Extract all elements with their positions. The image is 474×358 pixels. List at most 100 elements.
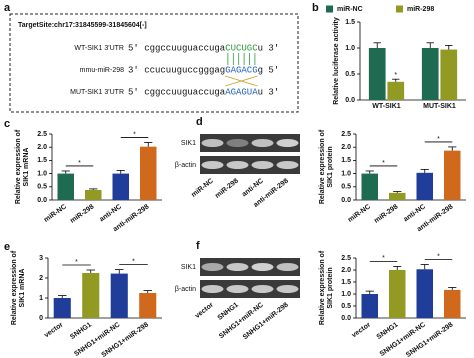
bar	[140, 146, 157, 200]
bar	[110, 273, 128, 318]
panel-label: d	[196, 116, 203, 128]
sequence-end: 5'	[268, 65, 279, 75]
panel-label: c	[4, 118, 10, 130]
lane-label: SNHG1	[217, 301, 240, 321]
bar	[85, 189, 102, 200]
panel-label: f	[196, 240, 200, 252]
panel-label: e	[4, 241, 10, 253]
lane-label: miR-298	[214, 177, 240, 199]
x-tick-label: MUT-SIK1	[423, 103, 456, 110]
y-axis-label: Relative expression of	[11, 250, 18, 325]
band-label: β-actin	[175, 162, 196, 169]
y-tick-label: 0.0	[37, 197, 47, 204]
y-tick-label: 1.5	[341, 279, 351, 286]
y-tick-label: 0	[39, 315, 43, 322]
y-tick-label: 1.5	[341, 157, 351, 164]
y-tick-label: 0.5	[341, 303, 351, 310]
y-tick-label: 3	[39, 255, 43, 262]
y-axis-label: SIK1 protein	[327, 267, 334, 308]
y-tick-label: 1.0	[37, 170, 47, 177]
sequence-title: TargetSite:chr17:31845599-31845604[-]	[18, 22, 147, 29]
y-tick-label: 0.0	[341, 315, 351, 322]
band	[201, 161, 224, 169]
bar	[387, 81, 405, 100]
significance-label: *	[133, 131, 136, 138]
seed-site: GAGACG	[225, 65, 257, 75]
band	[251, 263, 274, 271]
y-axis-label: Relative luciferase activity	[333, 17, 340, 105]
panel-label: a	[4, 2, 11, 14]
y-axis-label: Relative expression of	[15, 129, 22, 204]
bar	[389, 270, 406, 318]
y-axis-label: SIK1 mRNA	[23, 148, 30, 187]
x-tick-label: vector	[351, 321, 372, 339]
band-label: SIK1	[181, 264, 196, 271]
x-tick-label: miR-298	[373, 203, 399, 224]
bar	[57, 173, 74, 200]
y-tick-label: 2.5	[341, 131, 351, 138]
bar	[53, 298, 71, 318]
sequence: g	[258, 65, 263, 75]
significance-label: *	[78, 160, 81, 167]
band-label: SIK1	[181, 140, 196, 147]
significance-label: *	[382, 160, 385, 167]
sequence: u	[258, 43, 263, 53]
y-axis-label: SIK1 mRNA	[19, 269, 26, 308]
band	[226, 285, 249, 293]
band-label: β-actin	[175, 286, 196, 293]
band	[276, 263, 299, 271]
significance-label: *	[394, 72, 397, 79]
y-tick-label: 0.0	[345, 97, 355, 104]
significance-label: *	[437, 136, 440, 143]
band	[201, 139, 224, 147]
y-axis-label: Relative expression of	[319, 250, 326, 325]
bar	[444, 150, 461, 200]
band	[276, 285, 299, 293]
blot-strip	[200, 156, 300, 174]
y-tick-label: 0.0	[341, 197, 351, 204]
seed-site: AGAGUA	[225, 87, 258, 97]
lane-label: vector	[194, 301, 215, 320]
x-tick-label: anti-NC	[99, 203, 123, 223]
sequence-end: 3'	[268, 87, 279, 97]
panel-label: b	[312, 2, 319, 14]
seed-site: CUCUGC	[225, 43, 258, 53]
band	[251, 285, 274, 293]
y-tick-label: 1.5	[37, 157, 47, 164]
sequence-end: 5'	[128, 87, 139, 97]
x-tick-label: vector	[43, 321, 64, 339]
y-tick-label: 1.0	[345, 45, 355, 52]
bar	[444, 289, 461, 318]
sequence: cggccuuguaccuga	[144, 43, 226, 53]
y-tick-label: 2.5	[341, 255, 351, 262]
legend-swatch	[396, 5, 403, 13]
blot-strip	[200, 134, 300, 152]
sequence: ccucuuguccgggag	[144, 65, 225, 75]
y-tick-label: 2.0	[341, 267, 351, 274]
lane-label: SNHG1+miR-NC	[218, 302, 265, 341]
lane-label: anti-NC	[241, 178, 265, 199]
significance-label: *	[75, 259, 78, 266]
band	[226, 139, 249, 147]
bar	[361, 294, 378, 318]
y-tick-label: 0.5	[37, 184, 47, 191]
sequence-box	[9, 13, 299, 113]
blot-strip	[200, 280, 300, 298]
x-tick-label: miR-NC	[43, 203, 68, 223]
band	[226, 263, 249, 271]
x-tick-label: SNHG1+miR-298	[405, 321, 455, 358]
sequence-name: WT-SIK1 3'UTR	[74, 45, 124, 52]
y-tick-label: 1.5	[345, 19, 355, 26]
y-tick-label: 2	[39, 275, 43, 282]
band	[201, 263, 224, 271]
lane-label: SNHG1+miR-298	[242, 301, 290, 341]
sequence: u	[258, 87, 263, 97]
x-tick-label: SNHG1+miR-298	[101, 321, 151, 358]
sequence-end: 3'	[268, 43, 279, 53]
x-tick-label: SNHG1	[69, 321, 93, 341]
y-axis-label: SIK1 protein	[327, 146, 334, 187]
bar	[112, 173, 129, 200]
y-tick-label: 0.5	[341, 184, 351, 191]
blot-strip	[200, 258, 300, 276]
